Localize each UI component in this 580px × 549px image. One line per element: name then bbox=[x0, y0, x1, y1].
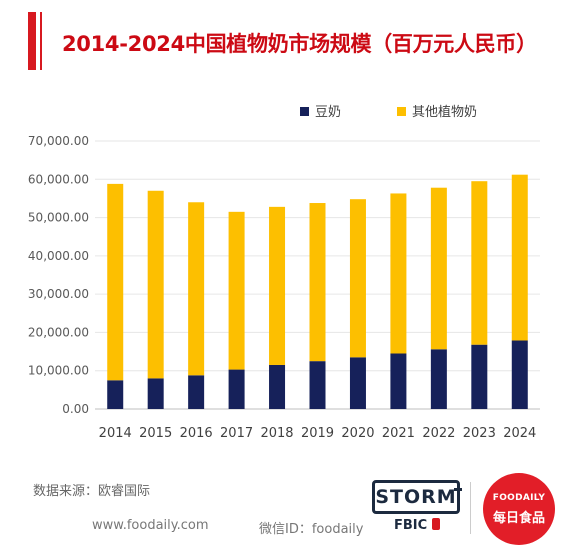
x-tick-label: 2015 bbox=[139, 426, 172, 441]
legend-label: 豆奶 bbox=[315, 105, 341, 120]
bar-soy-milk bbox=[107, 380, 124, 409]
stacked-bar-chart: 0.00 10,000.00 20,000.00 30,000.00 40,000.00… bbox=[28, 105, 540, 441]
bar-soy-milk bbox=[188, 375, 205, 409]
bar-soy-milk bbox=[430, 349, 447, 409]
x-tick-label: 2022 bbox=[422, 426, 455, 441]
bar-soy-milk bbox=[471, 344, 488, 409]
bar-other-plant-milk bbox=[430, 187, 447, 350]
x-tick-label: 2020 bbox=[341, 426, 374, 441]
bar-soy-milk bbox=[349, 357, 366, 409]
x-axis-ticks: 2014 2015 2016 2017 2018 2019 2020 2021 2022 2023… bbox=[99, 426, 537, 441]
bar-other-plant-milk bbox=[390, 193, 407, 354]
y-tick-label: 50,000.00 bbox=[28, 211, 89, 225]
bars bbox=[107, 174, 528, 409]
legend-label: 其他植物奶 bbox=[412, 105, 477, 120]
y-tick-label: 70,000.00 bbox=[28, 134, 89, 148]
bar-other-plant-milk bbox=[269, 206, 286, 365]
y-axis-ticks: 0.00 10,000.00 20,000.00 30,000.00 40,000.00… bbox=[28, 134, 89, 416]
x-tick-label: 2024 bbox=[503, 426, 536, 441]
x-tick-label: 2014 bbox=[99, 426, 132, 441]
bar-soy-milk bbox=[269, 364, 286, 409]
y-tick-label: 60,000.00 bbox=[28, 172, 89, 186]
storm-logo-tail bbox=[454, 488, 462, 491]
x-tick-label: 2019 bbox=[301, 426, 334, 441]
title-accent-bar bbox=[28, 12, 36, 70]
bar-other-plant-milk bbox=[228, 211, 245, 370]
bar-soy-milk bbox=[309, 361, 326, 409]
bar-other-plant-milk bbox=[511, 174, 528, 341]
wechat-id: 微信ID：foodaily bbox=[259, 522, 364, 537]
x-tick-label: 2021 bbox=[382, 426, 415, 441]
foodaily-logo: FOODAILY 每日食品 bbox=[483, 473, 555, 545]
y-tick-label: 40,000.00 bbox=[28, 249, 89, 263]
website-link[interactable]: www.foodaily.com bbox=[92, 518, 209, 533]
bar-other-plant-milk bbox=[349, 199, 366, 358]
storm-logo: STORM bbox=[372, 480, 460, 514]
x-tick-label: 2023 bbox=[463, 426, 496, 441]
x-tick-label: 2017 bbox=[220, 426, 253, 441]
legend-swatch bbox=[300, 107, 309, 116]
foodaily-logo-cn: 每日食品 bbox=[492, 511, 545, 526]
y-tick-label: 20,000.00 bbox=[28, 325, 89, 339]
legend-swatch bbox=[397, 107, 406, 116]
bar-soy-milk bbox=[228, 369, 245, 409]
fbic-logo-mark bbox=[432, 518, 440, 530]
source-note: 数据来源：欧睿国际 bbox=[33, 484, 151, 499]
chart-title: 2014-2024中国植物奶市场规模（百万元人民币） bbox=[62, 32, 537, 56]
bar-other-plant-milk bbox=[107, 183, 124, 381]
x-tick-label: 2018 bbox=[260, 426, 293, 441]
foodaily-logo-en: FOODAILY bbox=[492, 493, 546, 503]
fbic-logo-text: FBIC bbox=[394, 518, 428, 533]
y-tick-label: 10,000.00 bbox=[28, 364, 89, 378]
bar-soy-milk bbox=[511, 340, 528, 409]
bar-soy-milk bbox=[147, 378, 164, 409]
bar-other-plant-milk bbox=[188, 202, 205, 376]
legend: 豆奶 其他植物奶 bbox=[300, 105, 477, 120]
bar-other-plant-milk bbox=[309, 203, 326, 362]
bar-soy-milk bbox=[390, 353, 407, 409]
x-tick-label: 2016 bbox=[180, 426, 213, 441]
bar-other-plant-milk bbox=[471, 181, 488, 345]
bar-other-plant-milk bbox=[147, 190, 164, 379]
y-tick-label: 0.00 bbox=[62, 402, 89, 416]
y-tick-label: 30,000.00 bbox=[28, 287, 89, 301]
logo-divider bbox=[470, 482, 471, 534]
title-accent-line bbox=[40, 12, 42, 70]
